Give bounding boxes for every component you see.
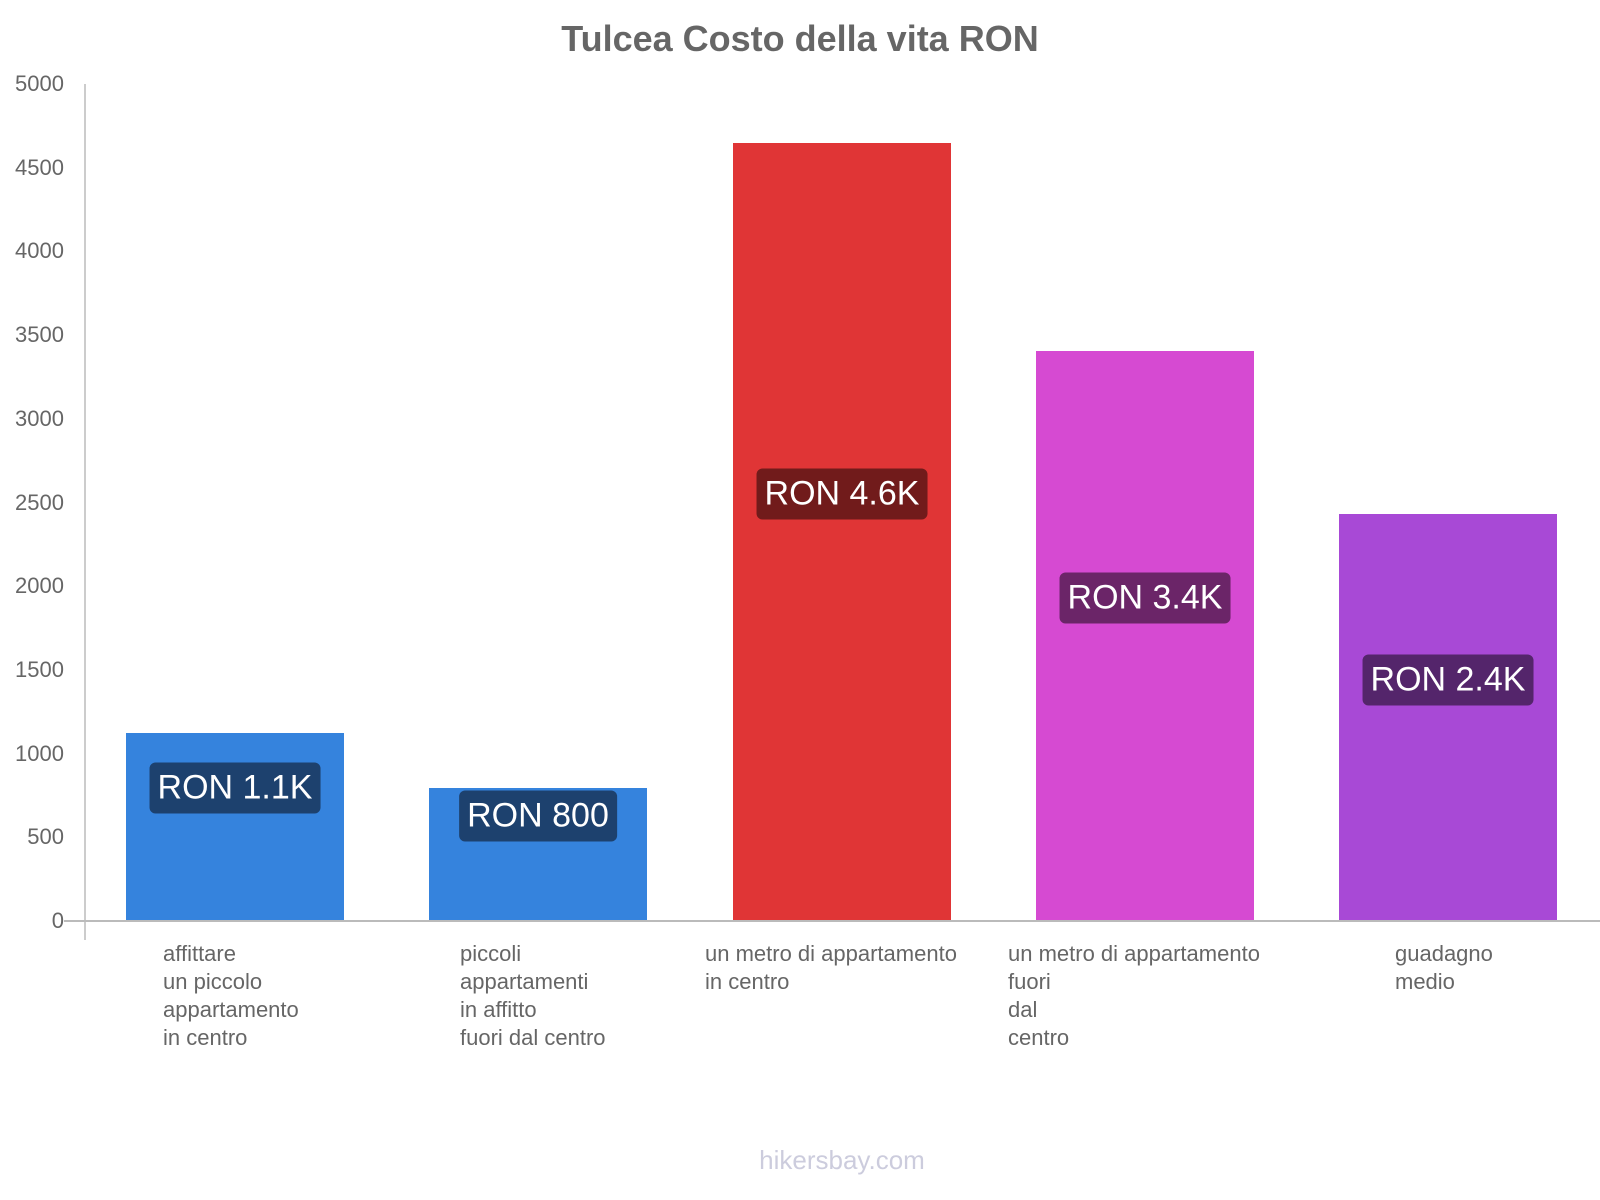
bar-value-label: RON 1.1K (150, 763, 321, 814)
bar-value-label: RON 800 (459, 791, 617, 842)
bar-value-label: RON 3.4K (1060, 573, 1231, 624)
y-tick-label: 5000 (0, 71, 64, 97)
x-axis-line (64, 920, 1600, 922)
y-tick-label: 4500 (0, 155, 64, 181)
y-tick-label: 500 (0, 824, 64, 850)
y-tick-label: 4000 (0, 238, 64, 264)
x-category-label: piccoli appartamenti in affitto fuori da… (460, 940, 606, 1052)
bar-value-label: RON 4.6K (757, 469, 928, 520)
bar (1036, 351, 1254, 921)
y-tick-label: 1000 (0, 741, 64, 767)
y-tick-label: 1500 (0, 657, 64, 683)
bar-value-label: RON 2.4K (1363, 655, 1534, 706)
x-category-label: un metro di appartamento in centro (705, 940, 957, 996)
x-category-label: affittare un piccolo appartamento in cen… (163, 940, 299, 1052)
bar (733, 143, 951, 921)
bar (1339, 514, 1557, 921)
x-category-label: un metro di appartamento fuori dal centr… (1008, 940, 1260, 1052)
y-axis-line (84, 84, 86, 940)
y-tick-label: 2000 (0, 573, 64, 599)
y-tick-label: 0 (0, 908, 64, 934)
x-category-label: guadagno medio (1395, 940, 1493, 996)
footer-watermark: hikersbay.com (0, 1145, 1600, 1176)
chart-title: Tulcea Costo della vita RON (0, 18, 1600, 60)
y-tick-label: 3500 (0, 322, 64, 348)
bar (126, 733, 344, 921)
y-tick-label: 3000 (0, 406, 64, 432)
y-tick-label: 2500 (0, 490, 64, 516)
